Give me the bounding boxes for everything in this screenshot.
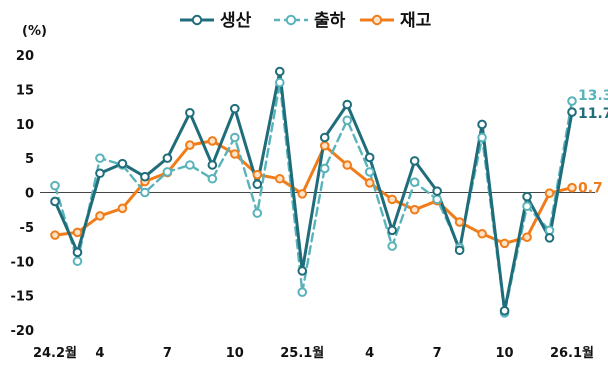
legend-marker-production [191,14,203,26]
data-point-production [252,179,263,190]
data-point-production [522,191,532,202]
legend-marker-shipment [285,14,297,26]
x-tick-label: 4 [365,346,374,361]
data-point-shipment [72,256,83,267]
end-value-label: 0.7 [578,181,603,197]
data-point-production [477,119,487,130]
data-point-production [50,196,60,207]
data-point-inventory [274,173,285,184]
data-point-shipment [207,173,218,184]
data-point-inventory [567,182,577,193]
y-tick-label: 5 [25,152,34,167]
legend-label-inventory: 재고 [400,11,432,31]
data-point-inventory [297,189,308,199]
data-point-production [387,225,397,236]
data-point-inventory [499,238,510,249]
data-point-production [207,160,218,170]
data-point-shipment [252,208,263,218]
data-point-production [297,266,308,276]
data-point-shipment [342,115,353,126]
data-point-production [117,158,128,169]
data-point-inventory [117,203,128,214]
data-point-production [454,245,465,256]
x-tick-label: 7 [433,346,442,361]
data-point-inventory [387,194,397,205]
y-tick-label: -10 [11,255,35,270]
data-point-production [274,66,285,77]
data-point-production [342,99,353,110]
y-tick-label: 10 [16,118,34,133]
data-point-shipment [544,225,555,236]
data-point-production [72,247,83,258]
data-point-production [409,156,420,166]
data-point-inventory [477,228,487,239]
y-tick-label: -15 [11,290,35,305]
data-point-shipment [364,167,375,177]
data-point-production [364,152,375,163]
data-point-inventory [72,227,83,238]
data-point-shipment [522,201,532,212]
data-point-shipment [477,132,487,143]
data-point-shipment [95,153,105,163]
y-tick-label: -20 [11,324,35,339]
data-point-inventory [230,149,240,159]
data-point-inventory [50,230,60,240]
data-point-shipment [319,163,330,174]
x-tick-label: 7 [163,346,172,361]
x-tick-label: 25.1월 [280,345,324,361]
y-tick-label: -5 [20,221,34,236]
x-tick-label: 10 [226,346,244,361]
data-point-inventory [319,140,330,151]
legend-marker-inventory [371,14,383,26]
end-value-label: 11.7 [578,106,608,122]
data-point-inventory [252,169,263,180]
data-point-shipment [162,167,173,177]
end-value-label: 13.3 [578,88,608,104]
data-point-inventory [207,136,218,146]
data-point-production [162,153,173,163]
data-point-shipment [567,96,577,106]
data-point-inventory [409,204,420,215]
y-tick-label: 0 [25,187,34,202]
data-point-production [95,168,105,179]
y-axis-unit-label: (%) [22,24,47,39]
data-point-production [544,233,555,243]
x-tick-label: 26.1월 [550,345,594,361]
data-point-shipment [409,177,420,187]
data-point-inventory [364,178,375,188]
data-point-shipment [432,194,442,205]
data-point-production [185,107,195,118]
x-tick-label: 24.2월 [33,345,77,361]
data-point-production [499,305,510,316]
legend-label-production: 생산 [220,11,252,31]
data-point-shipment [387,241,397,251]
data-point-production [567,107,577,117]
data-point-shipment [297,287,308,297]
legend-label-shipment: 출하 [314,11,346,31]
y-tick-label: 15 [16,83,34,98]
x-tick-label: 10 [496,346,514,361]
data-point-production [319,132,330,143]
data-point-shipment [50,180,60,191]
data-point-production [230,103,240,114]
data-point-shipment [230,132,240,143]
series-line-production [53,70,574,313]
data-point-inventory [522,232,532,242]
data-point-inventory [454,217,465,227]
x-tick-label: 4 [95,346,104,361]
data-point-shipment [185,160,195,170]
data-point-inventory [95,211,105,221]
data-point-inventory [342,160,353,170]
data-point-shipment [140,187,150,198]
data-point-production [432,186,442,196]
y-tick-label: 20 [16,49,34,64]
data-point-shipment [274,77,285,88]
data-point-production [140,171,150,182]
data-point-inventory [544,188,555,198]
data-point-inventory [185,140,195,150]
